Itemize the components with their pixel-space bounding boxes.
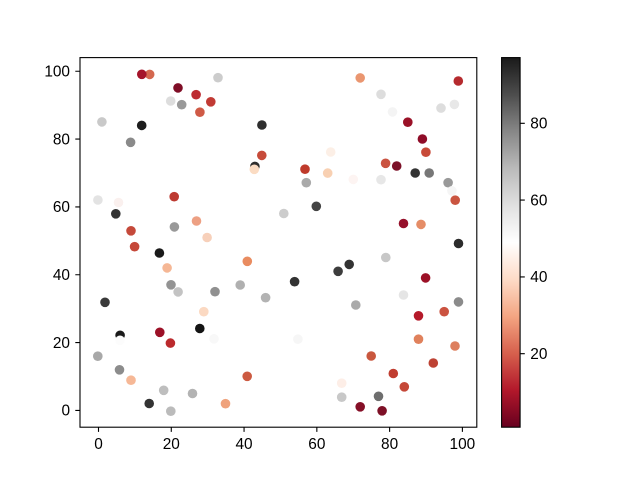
svg-text:40: 40 (53, 267, 70, 284)
svg-text:40: 40 (235, 436, 252, 453)
svg-text:0: 0 (94, 436, 103, 453)
svg-text:80: 80 (530, 116, 547, 133)
svg-text:80: 80 (381, 436, 398, 453)
svg-text:80: 80 (53, 131, 70, 148)
svg-text:20: 20 (163, 436, 180, 453)
svg-text:20: 20 (530, 346, 547, 363)
svg-text:60: 60 (530, 192, 547, 209)
svg-text:100: 100 (44, 64, 70, 81)
svg-text:40: 40 (530, 269, 547, 286)
svg-text:60: 60 (308, 436, 325, 453)
svg-text:20: 20 (53, 335, 70, 352)
svg-text:100: 100 (450, 436, 476, 453)
svg-text:60: 60 (53, 199, 70, 216)
svg-text:0: 0 (61, 403, 70, 420)
